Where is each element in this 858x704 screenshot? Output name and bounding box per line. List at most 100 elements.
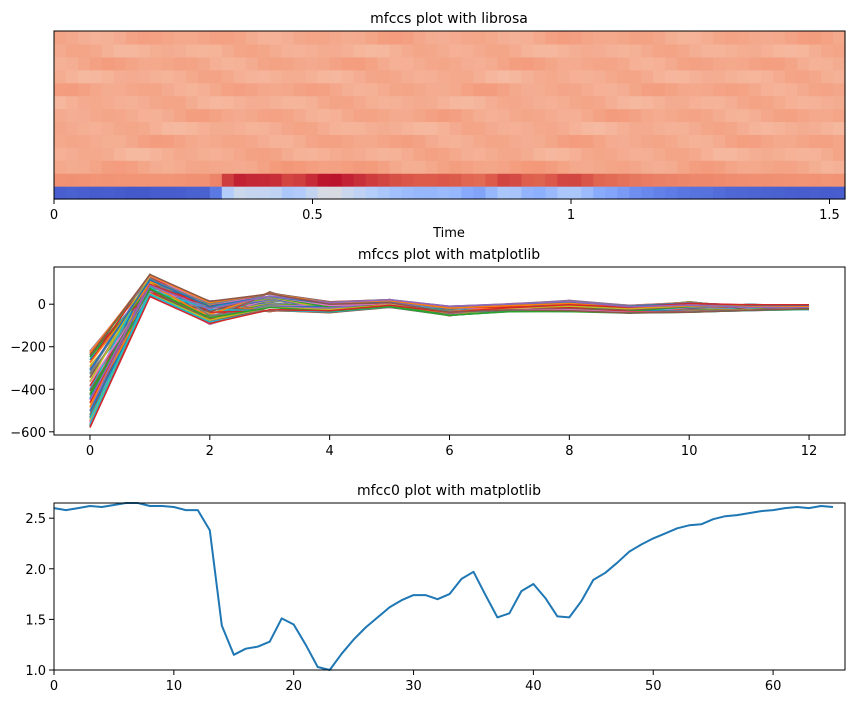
heatmap-cell (653, 95, 666, 110)
heatmap-cell (365, 173, 379, 187)
heatmap-cell (677, 160, 690, 174)
heatmap-cell (821, 95, 834, 110)
heatmap-cell (365, 121, 379, 135)
heatmap-cell (809, 69, 822, 84)
heatmap-cell (245, 160, 259, 174)
heatmap-cell (413, 160, 427, 174)
heatmap-cell (581, 134, 594, 148)
heatmap-cell (713, 147, 726, 161)
heatmap-cell (329, 147, 343, 161)
heatmap-cell (317, 121, 331, 135)
heatmap-cell (737, 82, 750, 97)
heatmap-cell (245, 108, 259, 123)
heatmap-cell (641, 108, 654, 123)
heatmap-cell (797, 160, 810, 174)
heatmap-cell (101, 95, 115, 110)
heatmap-cell (389, 31, 403, 45)
heatmap-cell (281, 108, 295, 123)
heatmap-cell (89, 95, 103, 110)
heatmap-cell (617, 121, 630, 135)
heatmap-cell (365, 43, 379, 58)
heatmap-cell (509, 186, 522, 200)
heatmap-cell (557, 134, 570, 148)
heatmap-cell (521, 108, 534, 123)
heatmap-cell (341, 69, 355, 84)
heatmap-cell (125, 173, 139, 187)
heatmap-cell (665, 186, 678, 200)
heatmap-cell (617, 31, 630, 45)
heatmap-cell (725, 43, 738, 58)
heatmap-cell (497, 134, 511, 148)
heatmap-cell (737, 31, 750, 45)
heatmap-cell (317, 82, 331, 97)
heatmap-cell (65, 31, 79, 45)
heatmap-cell (365, 69, 379, 84)
heatmap-cell (197, 186, 211, 200)
heatmap-cell (77, 95, 91, 110)
heatmap-cell (257, 69, 271, 84)
heatmap-cell (425, 108, 439, 123)
heatmap-cell (653, 173, 666, 187)
heatmap-cell (797, 95, 810, 110)
mfcc-frame-line (89, 276, 810, 370)
heatmap-cell (557, 43, 570, 58)
heatmap-cell (161, 43, 175, 58)
heatmap-cell (221, 147, 235, 161)
heatmap-cell (173, 134, 187, 148)
heatmap-cell (209, 121, 223, 135)
heatmap-cell (833, 56, 846, 71)
heatmap-cell (713, 160, 726, 174)
heatmap-cell (653, 186, 666, 200)
heatmap-cell (509, 108, 522, 123)
heatmap-cell (185, 121, 199, 135)
heatmap-cell (317, 56, 331, 71)
heatmap-cell (54, 121, 67, 135)
heatmap-cell (401, 69, 415, 84)
mfcc-frame-line (89, 273, 810, 400)
heatmap-cell (737, 95, 750, 110)
heatmap-cell (65, 82, 79, 97)
x-tick-label: 6 (445, 444, 453, 459)
heatmap-cell (353, 186, 367, 200)
heatmap-cell (293, 134, 307, 148)
x-tick-label: 20 (285, 679, 302, 694)
heatmap-cell (773, 121, 786, 135)
heatmap-cell (269, 121, 283, 135)
heatmap-cell (185, 43, 199, 58)
heatmap-cell (761, 121, 774, 135)
heatmap-cell (665, 147, 678, 161)
heatmap-cell (413, 69, 427, 84)
heatmap-cell (629, 69, 642, 84)
heatmap-cell (221, 160, 235, 174)
heatmap-cell (725, 69, 738, 84)
heatmap-cell (497, 173, 511, 187)
heatmap-cell (149, 69, 163, 84)
heatmap-cell (569, 147, 582, 161)
heatmap-cell (77, 31, 91, 45)
heatmap-cell (389, 69, 403, 84)
x-tick-label: 4 (326, 444, 334, 459)
heatmap-cell (185, 56, 199, 71)
heatmap-cell (257, 56, 271, 71)
heatmap-cell (521, 69, 534, 84)
heatmap-cell (173, 43, 187, 58)
heatmap-cell (461, 43, 475, 58)
heatmap-cell (521, 160, 534, 174)
heatmap-cell (233, 173, 247, 187)
heatmap-cell (737, 173, 750, 187)
heatmap-cell (377, 186, 391, 200)
heatmap-cell (125, 186, 139, 200)
heatmap-cell (149, 134, 163, 148)
heatmap-cell (653, 43, 666, 58)
heatmap-cell (509, 95, 522, 110)
heatmap-cell (77, 69, 91, 84)
heatmap-cell (509, 69, 522, 84)
heatmap-cell (185, 186, 199, 200)
heatmap-cell (473, 31, 487, 45)
heatmap-cell (821, 186, 834, 200)
heatmap-cell (413, 186, 427, 200)
heatmap-cell (125, 43, 139, 58)
heatmap-cell (821, 31, 834, 45)
heatmap-cell (833, 82, 846, 97)
heatmap-cell (185, 160, 199, 174)
